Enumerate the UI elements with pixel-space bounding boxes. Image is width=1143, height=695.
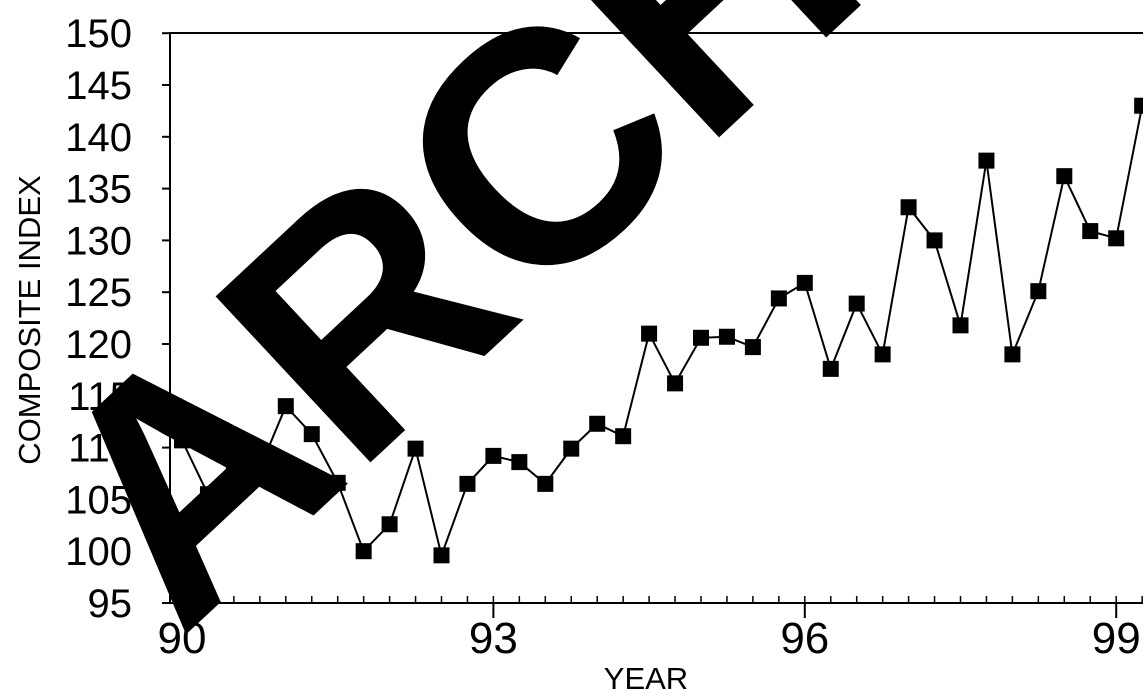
data-point-marker: [1108, 230, 1125, 247]
data-point-marker: [615, 428, 632, 445]
data-point-marker: [277, 398, 294, 415]
y-axis-label: COMPOSITE INDEX: [12, 175, 47, 465]
data-point-marker: [589, 415, 606, 432]
data-point-marker: [225, 453, 242, 470]
y-tick-label: 95: [88, 582, 133, 626]
data-point-marker: [952, 317, 969, 334]
data-point-marker: [744, 339, 761, 356]
data-point-marker: [511, 454, 528, 471]
y-tick-label: 110: [68, 427, 132, 471]
data-point-marker: [303, 426, 320, 443]
data-point-marker: [718, 328, 735, 345]
data-point-marker: [381, 516, 398, 533]
y-tick-label: 135: [65, 168, 132, 212]
y-tick-label: 145: [65, 64, 132, 108]
data-point-marker: [1082, 223, 1099, 240]
data-point-marker: [459, 475, 476, 492]
data-point-marker: [978, 152, 995, 169]
y-tick-label: 140: [65, 116, 132, 160]
data-point-marker: [485, 447, 502, 464]
data-point-marker: [1004, 346, 1021, 363]
x-minor-ticks: [207, 596, 1143, 603]
data-point-marker: [355, 543, 372, 560]
data-point-marker: [1134, 97, 1143, 114]
y-tick-label: 120: [65, 323, 132, 367]
y-tick-label: 100: [65, 530, 132, 574]
x-tick-label: 99: [1092, 614, 1141, 663]
data-point-marker: [926, 232, 943, 249]
y-tick-label: 130: [65, 219, 132, 263]
data-point-marker: [329, 474, 346, 491]
x-axis-ticks: 90 93 96 99: [158, 603, 1141, 663]
data-point-marker: [796, 274, 813, 291]
data-point-marker: [874, 346, 891, 363]
x-axis-label: YEAR: [604, 661, 688, 695]
data-point-marker: [822, 360, 839, 377]
data-point-marker: [1056, 168, 1073, 185]
data-point-marker: [848, 295, 865, 312]
data-point-marker: [433, 547, 450, 564]
data-point-marker: [563, 440, 580, 457]
data-point-marker: [641, 325, 658, 342]
y-tick-label: 115: [68, 375, 132, 419]
plot-frame: [169, 32, 1143, 604]
data-point-marker: [693, 329, 709, 346]
y-tick-label: 150: [65, 12, 132, 56]
y-tick-label: 125: [65, 271, 132, 315]
data-points: [174, 97, 1143, 564]
x-tick-label: 90: [158, 614, 207, 663]
data-point-marker: [667, 375, 684, 392]
y-tick-label: 105: [65, 478, 132, 522]
x-tick-label: 93: [469, 614, 518, 663]
series-line: [181, 105, 1143, 559]
data-point-marker: [900, 199, 917, 216]
data-point-marker: [251, 460, 268, 477]
data-point-marker: [537, 475, 554, 492]
y-axis-ticks: 95 100 105 110 115 120 125 130 135 140 145 150: [65, 12, 170, 626]
x-tick-label: 96: [780, 614, 829, 663]
data-point-marker: [407, 440, 424, 457]
data-point-marker: [770, 290, 787, 307]
data-point-marker: [174, 432, 190, 449]
data-point-marker: [199, 486, 216, 503]
data-point-marker: [1030, 283, 1047, 300]
